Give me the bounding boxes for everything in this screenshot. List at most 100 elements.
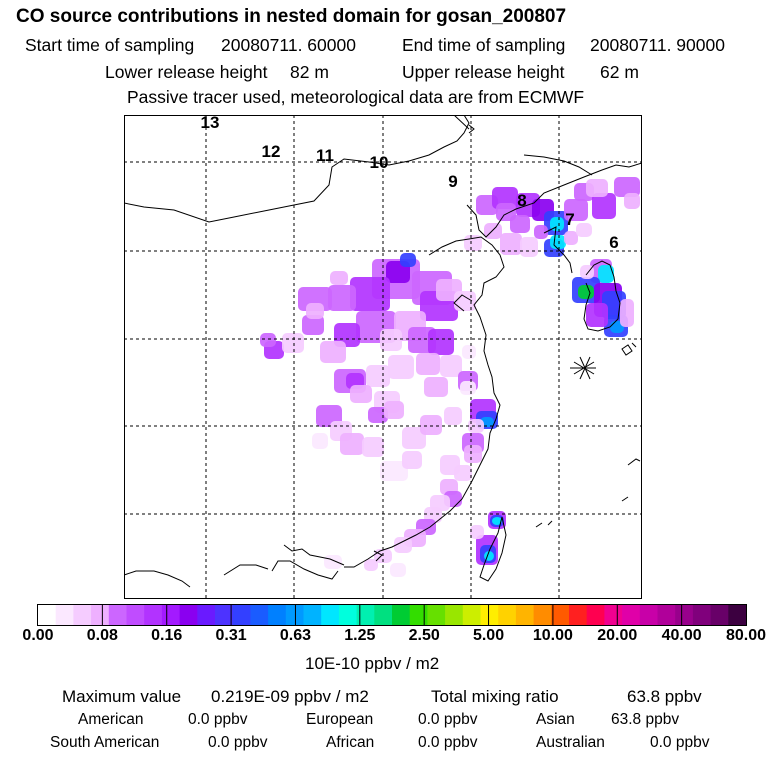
colorbar-swatch [622, 605, 641, 625]
colorbar-swatch [126, 605, 145, 625]
colorbar-swatch [55, 605, 74, 625]
contribution-cell [492, 517, 502, 525]
backtrack-label: 6 [609, 233, 618, 252]
contribution-cell [384, 401, 404, 419]
contribution-cell [380, 461, 408, 481]
source-value-asian: 63.8 ppbv [611, 711, 680, 728]
colorbar-swatch [445, 605, 464, 625]
end-time-label: End time of sampling [402, 35, 566, 55]
contribution-cell [340, 433, 364, 455]
coastlines [124, 115, 642, 588]
contribution-cell [328, 285, 356, 311]
backtrack-label: 8 [517, 191, 526, 210]
colorbar-swatch [197, 605, 216, 625]
source-name-australian: Australian [536, 734, 605, 751]
contribution-cell [260, 333, 276, 347]
contribution-cell [520, 237, 538, 257]
colorbar-swatch [427, 605, 446, 625]
contribution-cell [462, 345, 476, 359]
colorbar-swatch [321, 605, 340, 625]
contribution-cell [366, 365, 390, 387]
colorbar-swatch [303, 605, 322, 625]
colorbar-swatch [604, 605, 623, 625]
contribution-cell [350, 385, 372, 403]
colorbar-tick-label: 10.00 [532, 627, 573, 644]
source-value-european: 0.0 ppbv [418, 711, 478, 728]
backtrack-label: 7 [565, 210, 574, 229]
contribution-cell [400, 253, 416, 267]
tracer-note: Passive tracer used, meteorological data… [127, 87, 585, 107]
map-frame [124, 115, 642, 599]
contribution-cell [324, 555, 342, 569]
contribution-cell [496, 203, 516, 221]
contribution-cell [534, 225, 548, 239]
colorbar-tick-label: 0.31 [215, 627, 247, 644]
colorbar-tick-label: 2.50 [408, 627, 440, 644]
contribution-cell [550, 217, 564, 231]
lower-release-label: Lower release height [105, 62, 268, 82]
source-contribution-map: 13 12 11 10 9 8 7 6 [124, 115, 642, 599]
colorbar-tick-label: 1.25 [344, 627, 376, 644]
contribution-cell [428, 329, 454, 355]
source-name-asian: Asian [536, 711, 575, 728]
contribution-cell [454, 465, 472, 481]
colorbar-swatch [73, 605, 92, 625]
colorbar-swatch [91, 605, 110, 625]
colorbar-swatch [232, 605, 251, 625]
colorbar-swatch [515, 605, 535, 625]
colorbar [37, 604, 747, 626]
contribution-cell [468, 419, 484, 433]
colorbar-swatch [480, 605, 499, 625]
colorbar-swatch [38, 605, 57, 625]
source-value-african: 0.0 ppbv [418, 734, 478, 751]
colorbar-tick-label: 80.00 [725, 627, 767, 644]
colorbar-tick-label: 40.00 [661, 627, 702, 644]
contribution-field [260, 177, 640, 577]
backtrack-label: 9 [448, 172, 457, 191]
colorbar-tick-label: 0.63 [279, 627, 312, 644]
colorbar-swatch [144, 605, 163, 625]
contribution-cell [350, 277, 390, 311]
contribution-cell [402, 427, 426, 449]
colorbar-swatch [728, 605, 747, 625]
start-time-label: Start time of sampling [25, 35, 195, 55]
contribution-cell [402, 451, 422, 469]
contribution-cell [500, 233, 522, 255]
source-name-african: African [326, 734, 375, 751]
colorbar-units: 10E-10 ppbv / m2 [305, 654, 440, 673]
source-name-south-american: South American [50, 734, 160, 751]
colorbar-swatch [250, 605, 269, 625]
colorbar-tick-label: 20.00 [597, 627, 638, 644]
contribution-cell [306, 303, 324, 319]
contribution-cell [298, 287, 332, 311]
colorbar-swatch [533, 605, 552, 625]
backtrack-time-labels: 13 12 11 10 9 8 7 6 [201, 115, 619, 252]
contribution-cell [394, 537, 412, 553]
colorbar-swatch [639, 605, 658, 625]
upper-release-value: 62 m [600, 62, 639, 82]
contribution-cell [586, 303, 608, 327]
colorbar-tick-label: 0.08 [86, 627, 118, 644]
contribution-cell [388, 355, 414, 379]
contribution-cell [380, 329, 402, 351]
contribution-cell [444, 407, 462, 425]
start-time-value: 20080711. 60000 [221, 35, 356, 55]
contribution-cell [464, 445, 482, 463]
colorbar-swatch [710, 605, 729, 625]
upper-release-label: Upper release height [402, 62, 565, 82]
contribution-cell [460, 381, 476, 395]
contribution-cell [624, 193, 640, 209]
contribution-cell [564, 231, 578, 245]
colorbar-swatch [285, 605, 304, 625]
contribution-cell [362, 437, 384, 457]
max-value-label: Maximum value [62, 687, 182, 706]
colorbar-swatch [569, 605, 588, 625]
contribution-cell [580, 265, 594, 279]
colorbar-tick-label: 5.00 [472, 627, 505, 644]
colorbar-swatch [268, 605, 287, 625]
contribution-cell [424, 377, 448, 397]
contribution-cell [282, 333, 304, 353]
contribution-cell [454, 291, 476, 311]
colorbar-swatch [338, 605, 358, 625]
total-mixing-ratio-value: 63.8 ppbv [627, 687, 702, 706]
